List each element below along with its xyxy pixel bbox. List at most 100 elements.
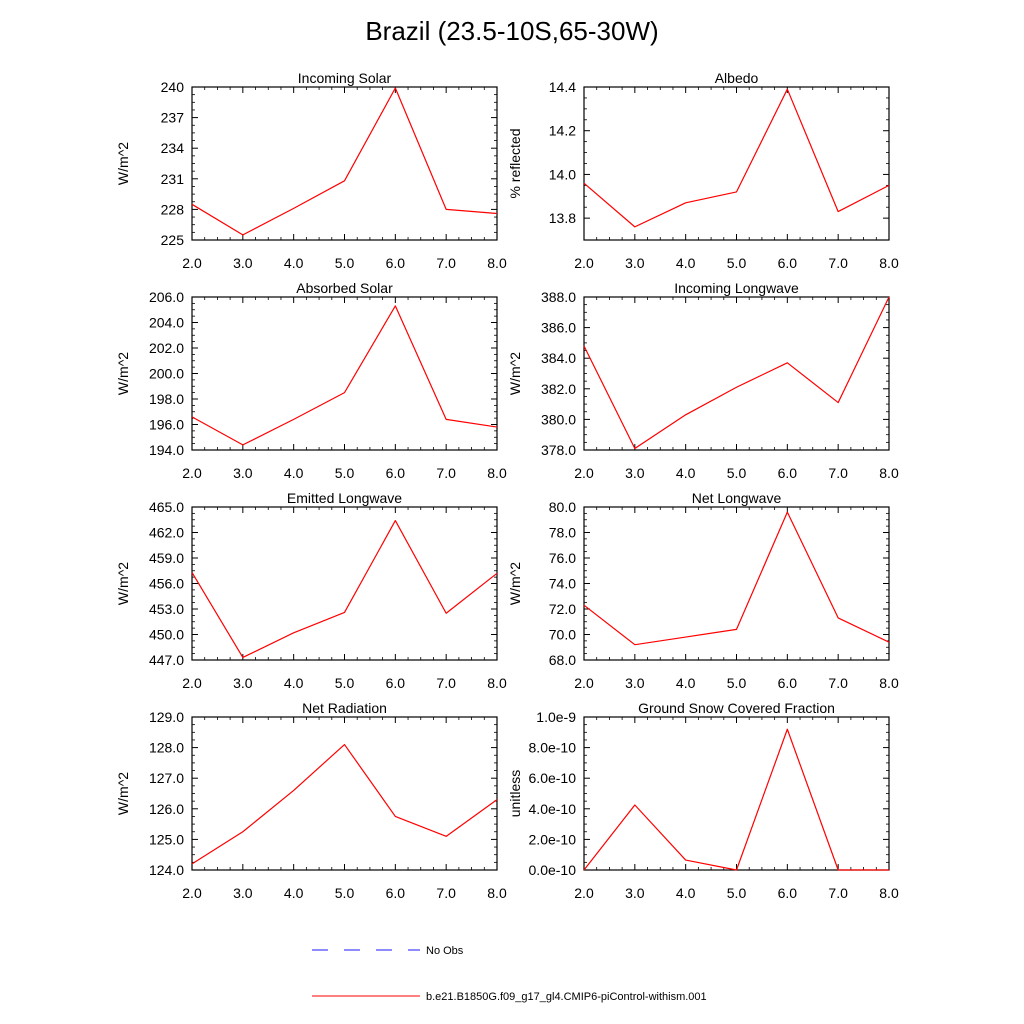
legend: No Obs b.e21.B1850G.f09_g17_gl4.CMIP6-piC… [312, 945, 707, 1003]
x-tick-label: 2.0 [182, 465, 202, 481]
y-tick-label: 453.0 [149, 601, 184, 617]
x-tick-label: 8.0 [879, 465, 899, 481]
x-tick-label: 4.0 [284, 885, 304, 901]
series-line [583, 296, 890, 450]
y-axis-label: W/m^2 [115, 352, 131, 395]
y-tick-label: 14.2 [549, 123, 576, 139]
y-tick-label: 386.0 [541, 320, 576, 336]
plot-frame [191, 716, 498, 871]
x-tick-label: 3.0 [625, 885, 645, 901]
x-tick-label: 3.0 [625, 465, 645, 481]
y-tick-label: 231 [161, 171, 185, 187]
x-tick-label: 4.0 [676, 465, 696, 481]
x-tick-label: 6.0 [778, 675, 798, 691]
y-tick-label: 200.0 [149, 366, 184, 382]
y-tick-label: 225 [161, 232, 185, 248]
y-axis-label: % reflected [507, 128, 523, 198]
panel-title: Emitted Longwave [287, 490, 402, 506]
y-tick-label: 14.0 [549, 166, 576, 182]
y-tick-label: 384.0 [541, 350, 576, 366]
y-tick-label: 8.0e-10 [529, 740, 577, 756]
x-tick-label: 6.0 [386, 255, 406, 271]
y-tick-label: 462.0 [149, 525, 184, 541]
x-tick-label: 5.0 [335, 675, 355, 691]
y-tick-label: 237 [161, 110, 185, 126]
x-tick-label: 8.0 [487, 885, 507, 901]
y-tick-label: 6.0e-10 [529, 770, 577, 786]
x-tick-label: 2.0 [574, 675, 594, 691]
x-tick-label: 5.0 [727, 675, 747, 691]
series-line [583, 88, 890, 228]
series-line [191, 519, 498, 659]
x-tick-label: 6.0 [778, 885, 798, 901]
plot-frame [583, 506, 890, 661]
series-line [191, 743, 498, 865]
y-tick-label: 447.0 [149, 652, 184, 668]
y-tick-label: 202.0 [149, 340, 184, 356]
series-line [583, 511, 890, 646]
y-tick-label: 234 [161, 140, 185, 156]
panel-title: Ground Snow Covered Fraction [638, 700, 835, 716]
panel-title: Net Radiation [302, 700, 387, 716]
y-tick-label: 72.0 [549, 601, 576, 617]
x-tick-label: 8.0 [487, 675, 507, 691]
y-tick-label: 206.0 [149, 289, 184, 305]
x-tick-label: 5.0 [727, 255, 747, 271]
y-tick-label: 228 [161, 201, 185, 217]
x-tick-label: 2.0 [574, 255, 594, 271]
plot-frame [191, 86, 498, 241]
x-tick-label: 4.0 [676, 675, 696, 691]
y-axis-label: W/m^2 [507, 562, 523, 605]
panel-title: Incoming Longwave [674, 280, 799, 296]
y-axis-label: W/m^2 [115, 562, 131, 605]
x-tick-label: 6.0 [386, 885, 406, 901]
y-tick-label: 2.0e-10 [529, 831, 577, 847]
x-tick-label: 3.0 [233, 465, 253, 481]
y-tick-label: 240 [161, 79, 185, 95]
x-tick-label: 7.0 [828, 465, 848, 481]
plot-frame [583, 296, 890, 451]
panel-2: Albedo % reflected 2.0 3.0 4.0 5.0 6.0 7.0 8.0 13… [507, 70, 899, 271]
x-tick-label: 6.0 [386, 675, 406, 691]
y-tick-label: 388.0 [541, 289, 576, 305]
y-axis-label: W/m^2 [115, 772, 131, 815]
x-tick-label: 4.0 [284, 255, 304, 271]
x-tick-label: 7.0 [436, 465, 456, 481]
y-tick-label: 0.0e-10 [529, 862, 577, 878]
legend-label: No Obs [426, 945, 464, 957]
series-line [191, 305, 498, 446]
x-tick-label: 8.0 [487, 255, 507, 271]
x-tick-label: 7.0 [828, 675, 848, 691]
plot-frame [191, 506, 498, 661]
y-tick-label: 125.0 [149, 831, 184, 847]
y-tick-label: 14.4 [549, 79, 576, 95]
x-tick-label: 7.0 [436, 675, 456, 691]
panel-6: Net Longwave W/m^2 2.0 3.0 4.0 5.0 6.0 7.0 8.0 68… [507, 490, 899, 691]
series-line [583, 728, 889, 871]
x-tick-label: 4.0 [284, 465, 304, 481]
plot-frame [583, 86, 890, 241]
panel-title: Incoming Solar [298, 70, 392, 86]
x-tick-label: 4.0 [676, 255, 696, 271]
panel-7: Net Radiation W/m^2 2.0 3.0 4.0 5.0 6.0 7.0 8.0 1… [115, 700, 507, 901]
x-tick-label: 2.0 [182, 255, 202, 271]
x-tick-label: 6.0 [778, 255, 798, 271]
y-tick-label: 456.0 [149, 576, 184, 592]
figure-title: Brazil (23.5-10S,65-30W) [365, 16, 658, 46]
y-tick-label: 198.0 [149, 391, 184, 407]
panel-4: Incoming Longwave W/m^2 2.0 3.0 4.0 5.0 6.0 7.0… [507, 280, 899, 481]
y-tick-label: 78.0 [549, 525, 576, 541]
y-tick-label: 196.0 [149, 417, 184, 433]
panel-title: Albedo [715, 70, 759, 86]
x-tick-label: 3.0 [233, 255, 253, 271]
panel-5: Emitted Longwave W/m^2 2.0 3.0 4.0 5.0 6.0 7.0 8… [115, 490, 507, 691]
x-tick-label: 7.0 [436, 255, 456, 271]
y-tick-label: 465.0 [149, 499, 184, 515]
x-tick-label: 2.0 [182, 885, 202, 901]
series-line [191, 87, 498, 236]
x-tick-label: 5.0 [335, 255, 355, 271]
y-tick-label: 459.0 [149, 550, 184, 566]
x-tick-label: 8.0 [879, 255, 899, 271]
panels: Incoming Solar W/m^2 2.0 3.0 4.0 5.0 6.0 7.0 8.0… [115, 70, 899, 901]
